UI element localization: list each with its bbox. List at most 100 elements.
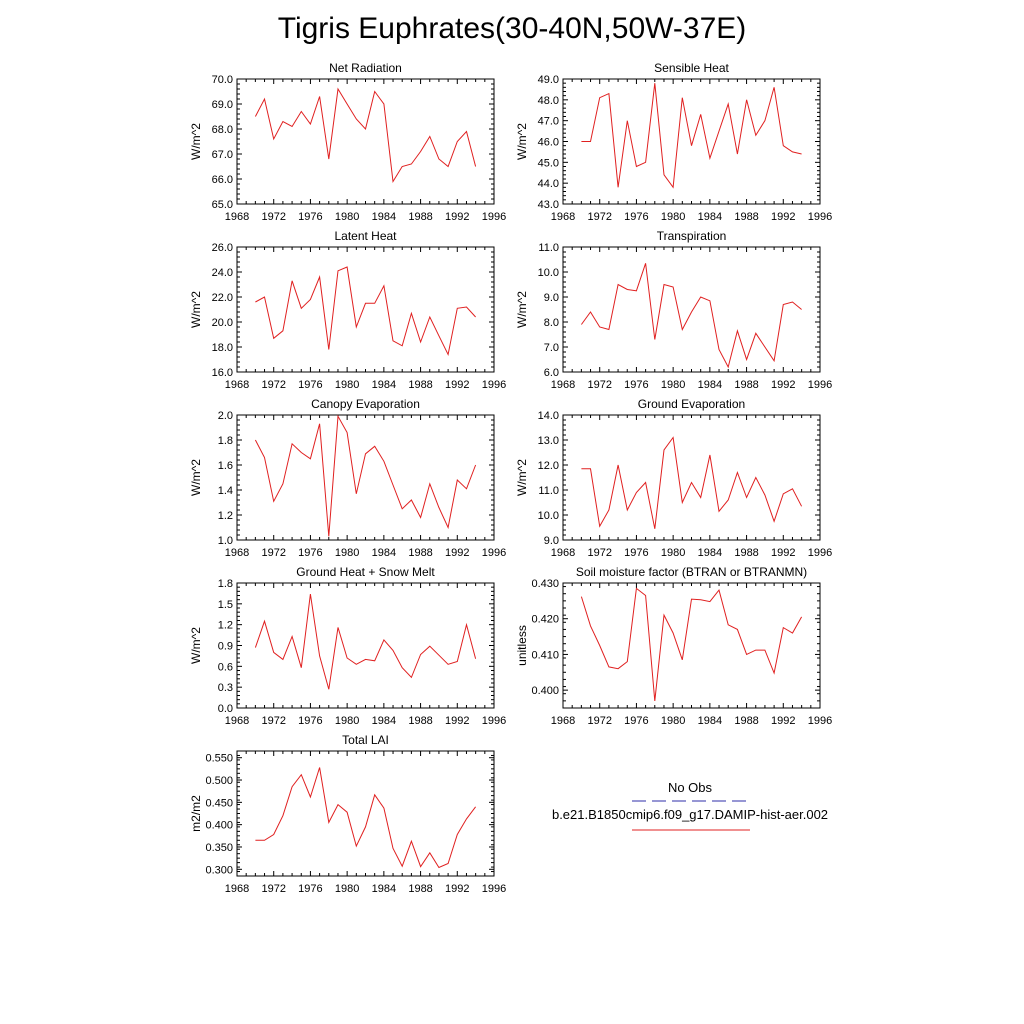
y-tick-label: 1.0 [218,535,233,547]
y-tick-label: 16.0 [212,367,233,379]
x-tick-label: 1980 [661,715,685,727]
x-tick-label: 1996 [808,547,832,559]
y-tick-label: 46.0 [538,137,559,149]
x-tick-label: 1980 [661,211,685,223]
x-tick-label: 1972 [261,715,285,727]
plot-frame [236,246,495,373]
y-tick-label: 0.300 [205,864,233,876]
plot-frame [236,582,495,709]
x-tick-label: 1980 [335,547,359,559]
plot-frame [562,414,821,541]
panel-title: Latent Heat [334,229,397,243]
y-tick-label: 0.500 [205,775,233,787]
x-tick-label: 1992 [445,547,469,559]
panel-title: Total LAI [342,733,389,747]
x-tick-label: 1984 [372,379,396,391]
y-tick-label: 0.550 [205,753,233,765]
y-tick-label: 0.400 [205,820,233,832]
series-line [581,83,802,189]
x-tick-label: 1988 [408,715,432,727]
x-tick-label: 1992 [445,883,469,895]
y-tick-label: 65.0 [212,199,233,211]
y-tick-label: 22.0 [212,292,233,304]
series-line [580,587,803,701]
y-tick-label: 0.3 [218,682,233,694]
series-line [580,263,802,369]
y-tick-label: 20.0 [212,317,233,329]
x-tick-label: 1996 [808,715,832,727]
y-tick-label: 66.0 [212,174,233,186]
x-tick-label: 1984 [372,211,396,223]
x-tick-label: 1976 [298,715,322,727]
panel-title: Sensible Heat [654,61,729,75]
y-tick-label: 0.6 [218,661,233,673]
chart-panel: 1968 1972 1976 1980 1984 1988 1992 1996 0.400 0.4… [515,565,832,727]
plot-frame [236,750,495,877]
x-tick-label: 1984 [698,547,722,559]
x-tick-label: 1996 [482,211,506,223]
x-tick-label: 1984 [698,715,722,727]
x-tick-label: 1984 [372,547,396,559]
plot-frame [236,414,495,541]
y-tick-label: 47.0 [538,116,559,128]
y-tick-label: 1.8 [218,578,233,590]
y-tick-label: 0.450 [205,797,233,809]
y-tick-label: 1.5 [218,599,233,611]
chart-panel: 1968 1972 1976 1980 1984 1988 1992 1996 65.0 66.0… [189,61,506,223]
x-tick-label: 1984 [698,211,722,223]
chart-panel: 1968 1972 1976 1980 1984 1988 1992 1996 16.0 18.0… [189,229,506,391]
y-tick-label: 1.8 [218,435,233,447]
series-line [255,767,476,869]
x-tick-label: 1976 [298,883,322,895]
x-tick-label: 1972 [261,211,285,223]
series-line [254,414,477,537]
panel-title: Net Radiation [329,61,402,75]
y-tick-label: 67.0 [212,149,233,161]
y-tick-label: 70.0 [212,74,233,86]
x-tick-label: 1968 [225,883,249,895]
y-tick-label: 1.6 [218,460,233,472]
x-tick-label: 1972 [261,883,285,895]
x-tick-label: 1980 [335,211,359,223]
x-tick-label: 1992 [445,715,469,727]
y-tick-label: 11.0 [538,242,559,254]
x-tick-label: 1988 [734,379,758,391]
y-tick-label: 1.2 [218,620,233,632]
y-tick-label: 2.0 [218,410,233,422]
x-tick-label: 1976 [624,547,648,559]
y-axis-label: m2/m2 [189,795,203,832]
y-tick-label: 43.0 [538,199,559,211]
x-tick-label: 1988 [734,715,758,727]
chart-panel: 1968 1972 1976 1980 1984 1988 1992 1996 9.0 10.0 1… [515,397,832,559]
x-tick-label: 1968 [551,715,575,727]
chart-panel: 1968 1972 1976 1980 1984 1988 1992 1996 43.0 44.0… [515,61,832,223]
chart-panel: 1968 1972 1976 1980 1984 1988 1992 1996 0.300 0.3… [189,733,506,895]
x-tick-label: 1968 [551,211,575,223]
x-tick-label: 1996 [482,547,506,559]
x-tick-label: 1976 [624,715,648,727]
y-tick-label: 49.0 [538,74,559,86]
y-tick-label: 0.410 [531,649,559,661]
x-tick-label: 1996 [482,715,506,727]
x-tick-label: 1980 [661,547,685,559]
y-tick-label: 10.0 [538,510,559,522]
x-tick-label: 1984 [372,715,396,727]
chart-panel: 1968 1972 1976 1980 1984 1988 1992 1996 1.0 1.2 1.… [189,397,506,559]
y-tick-label: 12.0 [538,460,559,472]
x-tick-label: 1980 [335,883,359,895]
panel-title: Canopy Evaporation [311,397,420,411]
x-tick-label: 1968 [225,715,249,727]
x-tick-label: 1968 [225,379,249,391]
y-axis-label: W/m^2 [515,123,529,160]
x-tick-label: 1968 [225,211,249,223]
panel-title: Ground Evaporation [638,397,745,411]
x-tick-label: 1984 [372,883,396,895]
x-tick-label: 1992 [445,379,469,391]
y-tick-label: 9.0 [544,292,559,304]
x-tick-label: 1976 [298,547,322,559]
plot-frame [562,246,821,373]
y-tick-label: 48.0 [538,95,559,107]
series-line [255,266,476,357]
y-axis-label: W/m^2 [189,459,203,496]
x-tick-label: 1992 [445,211,469,223]
